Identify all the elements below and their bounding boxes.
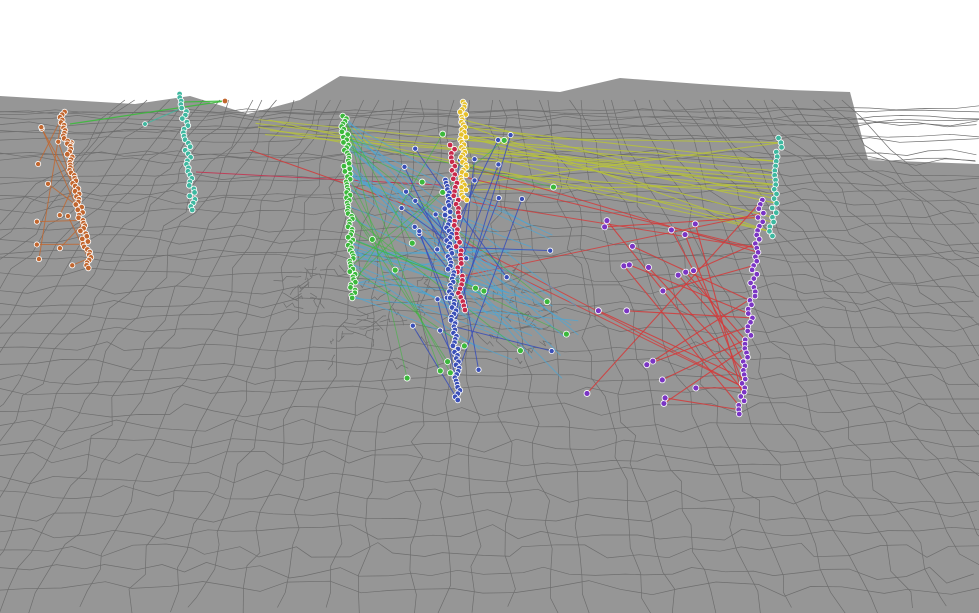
connection-lines: [36, 100, 781, 411]
county-boundaries: [0, 99, 979, 613]
point-stacks: [33, 90, 785, 418]
